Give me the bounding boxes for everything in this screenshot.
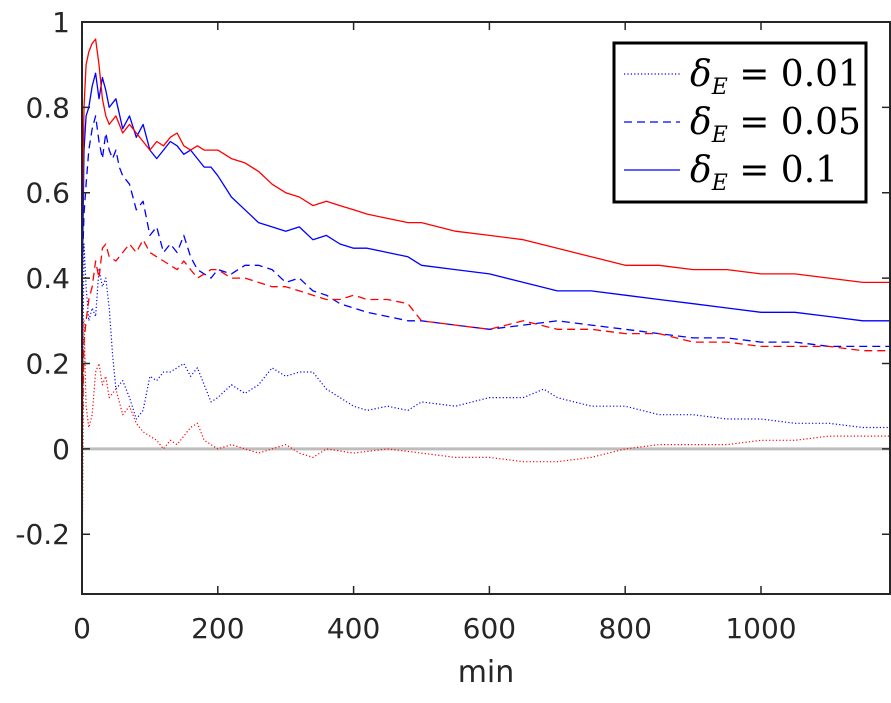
series-line-2	[82, 115, 890, 348]
x-tick-label: 800	[598, 612, 651, 645]
legend-label: δE = 0.1	[690, 150, 838, 196]
plot-frame	[81, 21, 891, 595]
x-tick-label: 200	[191, 612, 244, 645]
x-tick-label: 0	[73, 612, 91, 645]
x-axis-title: min	[458, 655, 515, 690]
x-tick-label: 1000	[725, 612, 796, 645]
y-tick-label: 0	[52, 433, 70, 466]
y-tick-label: 1	[52, 6, 70, 39]
series-line-0	[82, 243, 890, 449]
legend-label: δE = 0.01	[690, 54, 861, 100]
y-tick-label: 0.8	[25, 91, 70, 124]
series-line-5	[82, 38, 890, 284]
legend-label: δE = 0.05	[690, 102, 861, 148]
series-line-3	[82, 239, 890, 449]
legend-box	[612, 41, 868, 204]
x-tick-label: 400	[327, 612, 380, 645]
y-tick-label: 0.2	[25, 347, 70, 380]
x-tick-label: 600	[463, 612, 516, 645]
y-tick-label: 0.4	[25, 262, 70, 295]
y-tick-label: 0.6	[25, 177, 70, 210]
series-line-4	[82, 72, 890, 322]
y-tick-label: -0.2	[15, 518, 70, 551]
